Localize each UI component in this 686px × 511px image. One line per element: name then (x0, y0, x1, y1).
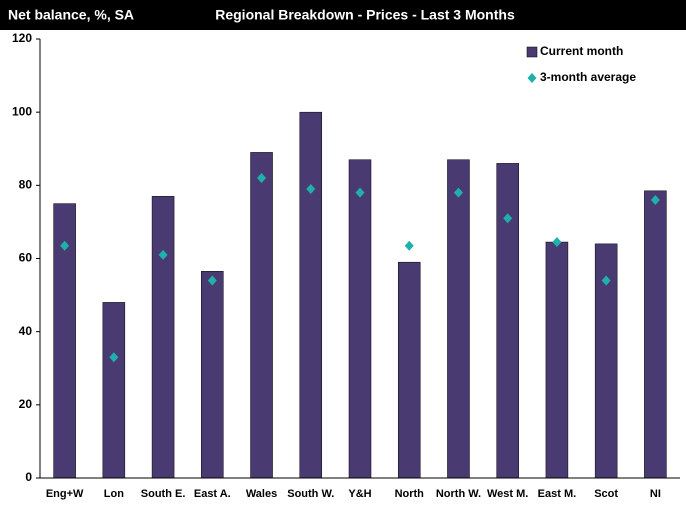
legend-label: Current month (540, 44, 623, 58)
x-tick-label: North W. (436, 488, 481, 500)
legend-label: 3-month average (540, 70, 636, 84)
x-tick-label: North (395, 488, 425, 500)
marker (60, 240, 70, 251)
y-tick-label: 100 (12, 104, 32, 118)
x-tick-label: Wales (246, 488, 277, 500)
bar (644, 190, 667, 479)
bar (250, 152, 273, 479)
marker (552, 237, 562, 248)
bar (397, 261, 421, 479)
marker (453, 187, 463, 198)
x-tick-label: Y&H (348, 488, 371, 500)
x-tick-label: Scot (594, 488, 618, 500)
bar (299, 111, 323, 479)
marker (306, 183, 316, 194)
marker (257, 173, 267, 184)
marker (355, 187, 365, 198)
bar (201, 271, 224, 479)
y-tick-label: 80 (19, 178, 33, 192)
x-tick-label: South E. (141, 488, 186, 500)
y-tick-label: 120 (12, 31, 32, 45)
x-tick-label: NI (650, 488, 661, 500)
marker (158, 249, 168, 260)
title-bar (0, 0, 686, 30)
y-tick-label: 60 (19, 251, 33, 265)
marker (503, 213, 513, 224)
x-tick-label: East A. (194, 488, 231, 500)
y-axis-label: Net balance, %, SA (8, 7, 134, 23)
chart-title: Regional Breakdown - Prices - Last 3 Mon… (215, 7, 515, 23)
bar (348, 159, 372, 479)
marker (601, 275, 611, 286)
marker (207, 275, 217, 286)
y-tick-label: 40 (19, 324, 33, 338)
y-tick-label: 0 (25, 470, 32, 484)
y-tick-label: 20 (19, 397, 33, 411)
bar (496, 163, 519, 479)
x-tick-label: South W. (287, 488, 334, 500)
legend-swatch (526, 46, 538, 58)
marker (404, 240, 414, 251)
bar (447, 159, 470, 479)
bar (545, 241, 569, 479)
marker (109, 352, 119, 363)
x-tick-label: Eng+W (46, 488, 84, 500)
x-tick-label: West M. (487, 488, 528, 500)
bar (102, 302, 126, 479)
bar (151, 196, 175, 479)
legend-swatch (527, 73, 537, 83)
marker (650, 194, 660, 205)
x-tick-label: Lon (104, 488, 124, 500)
x-tick-label: East M. (538, 488, 577, 500)
